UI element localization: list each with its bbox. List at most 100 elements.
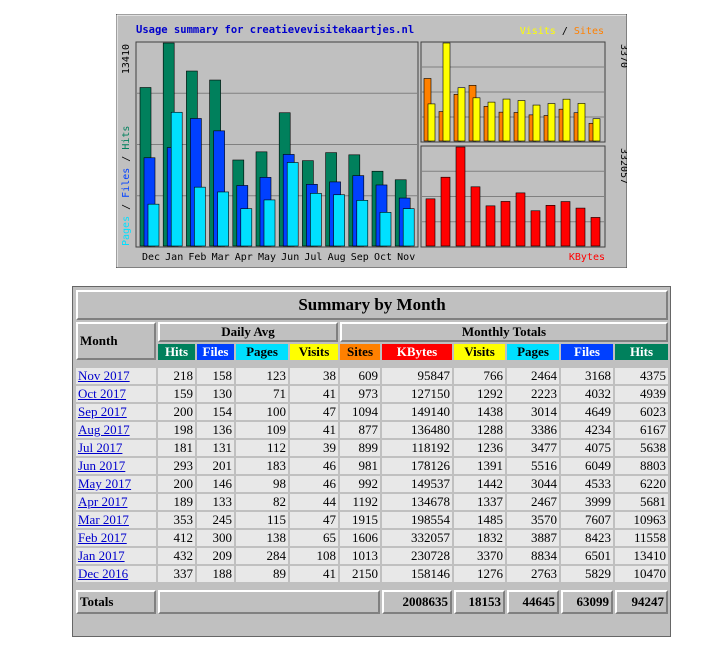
month-link[interactable]: Nov 2017: [78, 368, 130, 383]
totals-visits: 18153: [454, 590, 505, 614]
month-link[interactable]: Oct 2017: [78, 386, 127, 401]
month-label: Jun: [281, 252, 299, 263]
monthly-value-cell: 5681: [615, 494, 668, 510]
daily-value-cell: 47: [290, 404, 338, 420]
table-row: Mar 2017 353 245 115 47 1915 198554 1485 3570 760…: [76, 512, 668, 528]
daily-value-cell: 41: [290, 386, 338, 402]
monthly-value-cell: 10963: [615, 512, 668, 528]
monthly-value-cell: 3168: [561, 368, 613, 384]
daily-value-cell: 198: [158, 422, 195, 438]
col-daily-hits: Hits: [158, 344, 195, 360]
monthly-value-cell: 4032: [561, 386, 613, 402]
month-labels: Dec Jan Feb Mar Apr May Jun Jul Aug Sep Oct Nov: [142, 252, 415, 263]
month-link[interactable]: Jul 2017: [78, 440, 123, 455]
monthly-value-cell: 11558: [615, 530, 668, 546]
daily-value-cell: 108: [290, 548, 338, 564]
svg-text:Visits / Sites: Visits / Sites: [520, 26, 604, 37]
legend-pages: Pages: [121, 216, 132, 246]
month-link[interactable]: Feb 2017: [78, 530, 127, 545]
monthly-value-cell: 1013: [340, 548, 380, 564]
month-link[interactable]: Dec 2016: [78, 566, 129, 581]
month-label: Jan: [165, 252, 183, 263]
pages-bar: [310, 193, 322, 247]
monthly-value-cell: 1337: [454, 494, 505, 510]
col-daily-pages: Pages: [236, 344, 288, 360]
month-link[interactable]: Jan 2017: [78, 548, 125, 563]
daily-value-cell: 245: [197, 512, 234, 528]
table-row: Dec 2016 337 188 89 41 2150 158146 1276 2763 5829…: [76, 566, 668, 582]
pages-bar: [263, 199, 276, 247]
kbytes-bar: [500, 201, 511, 247]
daily-value-cell: 82: [236, 494, 288, 510]
daily-value-cell: 293: [158, 458, 195, 474]
svg-text:Pages / Files / Hits: Pages / Files / Hits: [121, 126, 132, 246]
monthly-value-cell: 3044: [507, 476, 559, 492]
monthly-value-cell: 766: [454, 368, 505, 384]
monthly-value-cell: 4939: [615, 386, 668, 402]
monthly-value-cell: 992: [340, 476, 380, 492]
monthly-value-cell: 4234: [561, 422, 613, 438]
daily-value-cell: 89: [236, 566, 288, 582]
daily-value-cell: 181: [158, 440, 195, 456]
monthly-value-cell: 4075: [561, 440, 613, 456]
monthly-value-cell: 198554: [382, 512, 452, 528]
visits-bar: [502, 98, 511, 142]
kbytes-bar: [560, 201, 571, 247]
monthly-value-cell: 1832: [454, 530, 505, 546]
monthly-value-cell: 158146: [382, 566, 452, 582]
month-link[interactable]: Mar 2017: [78, 512, 129, 527]
daily-value-cell: 209: [197, 548, 234, 564]
month-link[interactable]: Sep 2017: [78, 404, 127, 419]
daily-value-cell: 138: [236, 530, 288, 546]
month-link[interactable]: Aug 2017: [78, 422, 130, 437]
main-max-label: 13410: [121, 44, 132, 74]
daily-value-cell: 146: [197, 476, 234, 492]
daily-value-cell: 131: [197, 440, 234, 456]
daily-value-cell: 300: [197, 530, 234, 546]
monthly-value-cell: 8834: [507, 548, 559, 564]
daily-value-cell: 133: [197, 494, 234, 510]
month-label: Jul: [304, 252, 322, 263]
daily-value-cell: 100: [236, 404, 288, 420]
daily-value-cell: 112: [236, 440, 288, 456]
daily-value-cell: 123: [236, 368, 288, 384]
monthly-value-cell: 95847: [382, 368, 452, 384]
monthly-value-cell: 6049: [561, 458, 613, 474]
visits-bar: [547, 103, 556, 142]
legend-separator: /: [556, 26, 574, 37]
month-link[interactable]: Apr 2017: [78, 494, 128, 509]
daily-value-cell: 130: [197, 386, 234, 402]
monthly-value-cell: 1236: [454, 440, 505, 456]
daily-value-cell: 41: [290, 566, 338, 582]
grid-lines: [137, 66, 604, 223]
daily-value-cell: 183: [236, 458, 288, 474]
table-row: Jan 2017 432 209 284 108 1013 230728 3370 8834 65…: [76, 548, 668, 564]
month-link[interactable]: May 2017: [78, 476, 132, 491]
monthly-value-cell: 1915: [340, 512, 380, 528]
month-label: Mar: [212, 252, 230, 263]
monthly-value-cell: 13410: [615, 548, 668, 564]
kbytes-bar: [530, 210, 541, 247]
table-row: Jul 2017 181 131 112 39 899 118192 1236 3477 4075…: [76, 440, 668, 456]
monthly-value-cell: 5638: [615, 440, 668, 456]
monthly-value-cell: 2223: [507, 386, 559, 402]
daily-value-cell: 154: [197, 404, 234, 420]
month-cell: Mar 2017: [76, 512, 156, 528]
visits-bar: [577, 103, 586, 142]
daily-value-cell: 159: [158, 386, 195, 402]
month-label: Aug: [328, 252, 346, 263]
legend-files: Files: [121, 168, 132, 198]
month-cell: Sep 2017: [76, 404, 156, 420]
month-cell: Jul 2017: [76, 440, 156, 456]
monthly-value-cell: 2150: [340, 566, 380, 582]
daily-value-cell: 353: [158, 512, 195, 528]
month-label: May: [258, 252, 276, 263]
monthly-value-cell: 1606: [340, 530, 380, 546]
monthly-value-cell: 1192: [340, 494, 380, 510]
kbytes-bar: [455, 146, 466, 247]
monthly-value-cell: 3370: [454, 548, 505, 564]
month-link[interactable]: Jun 2017: [78, 458, 126, 473]
monthly-value-cell: 6501: [561, 548, 613, 564]
daily-value-cell: 47: [290, 512, 338, 528]
monthly-value-cell: 4649: [561, 404, 613, 420]
